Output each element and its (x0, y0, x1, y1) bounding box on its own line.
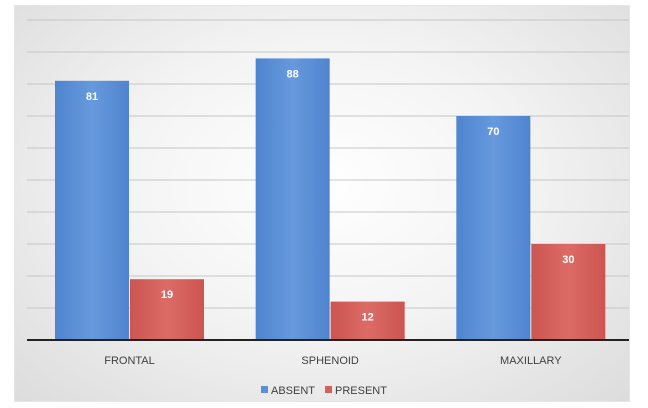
legend-swatch (261, 386, 268, 393)
x-tick-label: SPHENOID (301, 355, 359, 367)
legend-label: ABSENT (271, 385, 315, 397)
data-label: 70 (487, 126, 499, 138)
bar-present-frontal (130, 279, 204, 340)
data-label: 30 (562, 254, 574, 266)
x-axis: FRONTAL SPHENOID MAXILLARY (27, 339, 629, 367)
bar-present-sphenoid (330, 301, 405, 340)
bar-absent-frontal (55, 80, 129, 341)
bar-chart: 81 19 88 12 70 30 FRONTAL SPHENOID MAXILLARY AB… (27, 19, 629, 397)
bar-absent-maxillary (456, 116, 531, 340)
legend-swatch (325, 386, 333, 393)
legend-label: PRESENT (335, 385, 387, 397)
chart-area: 81 19 88 12 70 30 FRONTAL SPHENOID MAXILLARY AB… (14, 5, 630, 402)
x-tick-label: FRONTAL (104, 355, 155, 367)
data-labels: 81 19 88 12 70 30 (86, 68, 575, 323)
data-label: 12 (362, 312, 374, 324)
bars (55, 58, 606, 341)
legend: ABSENT PRESENT (261, 385, 387, 397)
bar-present-maxillary (531, 244, 606, 340)
bar-absent-sphenoid (255, 58, 330, 341)
data-label: 19 (161, 289, 173, 301)
data-label: 81 (86, 91, 98, 103)
data-label: 88 (287, 68, 299, 80)
x-tick-label: MAXILLARY (500, 355, 562, 367)
